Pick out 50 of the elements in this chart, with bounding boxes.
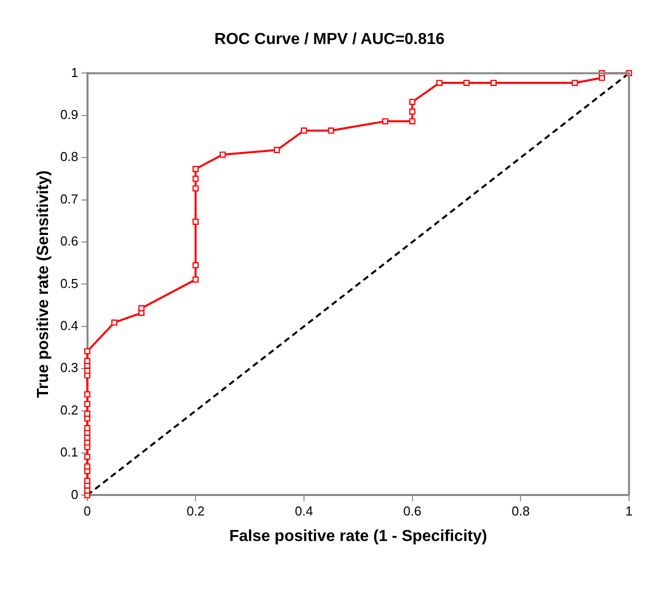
y-axis-title: True positive rate (Sensitivity) bbox=[35, 170, 52, 398]
point bbox=[490, 80, 497, 86]
point bbox=[84, 348, 90, 354]
point bbox=[409, 98, 416, 105]
point bbox=[192, 218, 199, 225]
y-tick-label: 1 bbox=[71, 64, 78, 80]
x-tick-label: 0.4 bbox=[294, 504, 313, 519]
point bbox=[138, 305, 145, 312]
x-axis-title: False positive rate (1 - Specificity) bbox=[229, 528, 488, 545]
point bbox=[84, 391, 90, 398]
y-tick-label: 0.9 bbox=[60, 106, 78, 122]
point bbox=[274, 146, 280, 154]
point bbox=[84, 454, 90, 460]
y-tick-label: 0.4 bbox=[60, 318, 78, 333]
point bbox=[192, 166, 199, 172]
x-tick-label: 0.8 bbox=[512, 504, 530, 519]
x-tick-label: 0.2 bbox=[186, 504, 205, 519]
point bbox=[111, 320, 118, 326]
point bbox=[328, 128, 334, 134]
point bbox=[463, 80, 470, 86]
y-tick-label: 0.1 bbox=[60, 444, 78, 460]
point bbox=[192, 276, 199, 283]
y-tick-label: 0 bbox=[71, 486, 78, 502]
x-tick-label: 1 bbox=[625, 504, 633, 519]
y-tick-label: 0.5 bbox=[60, 276, 78, 291]
point bbox=[84, 400, 90, 408]
point bbox=[220, 152, 226, 158]
x-tick-label: 0 bbox=[84, 504, 91, 519]
y-tick-label: 0.7 bbox=[60, 191, 78, 206]
point bbox=[192, 185, 199, 192]
point bbox=[192, 262, 199, 268]
point bbox=[84, 425, 90, 432]
point bbox=[84, 368, 90, 374]
y-tick-label: 0.6 bbox=[60, 234, 78, 249]
point bbox=[436, 80, 442, 86]
point bbox=[192, 176, 199, 182]
y-tick-label: 0.8 bbox=[60, 149, 78, 164]
y-tick-label: 0.3 bbox=[60, 360, 78, 376]
point bbox=[382, 118, 388, 124]
point bbox=[84, 478, 90, 484]
x-tick-label: 0.6 bbox=[403, 504, 422, 519]
point bbox=[300, 128, 308, 134]
y-tick-label: 0.2 bbox=[60, 402, 78, 418]
point bbox=[409, 108, 416, 115]
chart-title: ROC Curve / MPV / AUC=0.816 bbox=[214, 31, 445, 48]
point bbox=[84, 358, 90, 364]
point bbox=[572, 80, 578, 86]
point bbox=[409, 118, 416, 124]
point bbox=[84, 410, 90, 417]
point bbox=[84, 463, 90, 470]
